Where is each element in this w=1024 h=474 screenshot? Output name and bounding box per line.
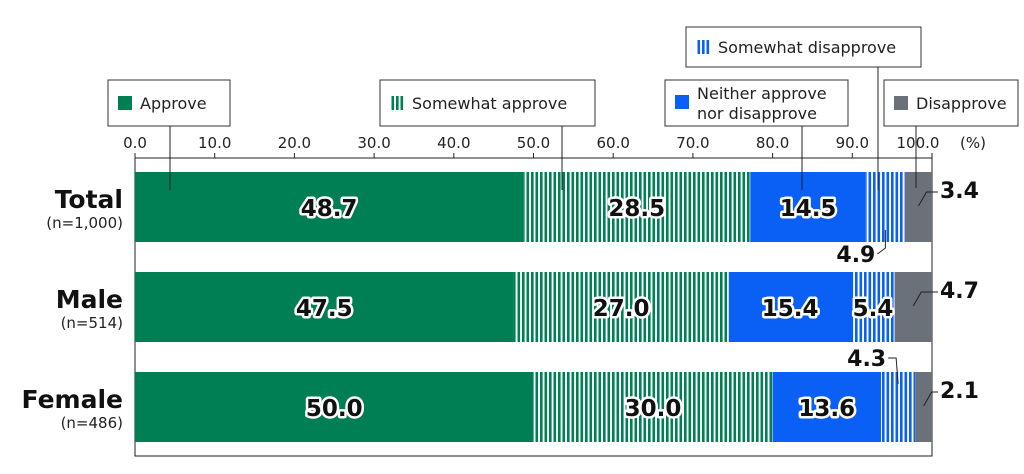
legend-swatch	[118, 96, 132, 110]
category-label: Female	[22, 385, 123, 414]
legend-swatch	[696, 40, 710, 54]
bar-segment	[728, 272, 852, 342]
x-tick-label: 100.0	[897, 134, 940, 152]
data-label: 15.4	[762, 296, 819, 322]
data-label: 28.5	[608, 196, 665, 222]
bar-segment	[750, 172, 866, 242]
x-tick-label: 20.0	[278, 134, 311, 152]
legend-label: Somewhat approve	[412, 94, 567, 113]
legend-label: Somewhat disapprove	[718, 38, 896, 57]
legend-label: Approve	[140, 94, 207, 113]
x-tick-label: 80.0	[756, 134, 789, 152]
data-label: 30.0	[625, 396, 682, 422]
data-label: 2.1	[940, 379, 979, 404]
x-tick-label: 10.0	[198, 134, 231, 152]
legend-swatch	[390, 96, 404, 110]
data-label: 50.0	[306, 396, 363, 422]
bar-segment	[135, 372, 534, 442]
data-label: 14.5	[780, 196, 837, 222]
category-n-label: (n=514)	[61, 314, 123, 332]
x-tick-label: 0.0	[123, 134, 147, 152]
bar-segment	[915, 372, 932, 442]
leader-line	[923, 391, 938, 407]
legend-label: Neither approve	[697, 84, 827, 103]
legend-box	[664, 79, 849, 127]
data-label: 47.5	[296, 296, 353, 322]
bar-segment	[772, 372, 881, 442]
x-tick-label: 30.0	[357, 134, 390, 152]
data-label: 4.3	[847, 347, 886, 372]
data-label: 3.4	[940, 179, 979, 204]
category-label: Total	[55, 185, 123, 214]
bar-segment	[513, 272, 729, 342]
leader-line	[877, 230, 886, 255]
x-tick-label: 40.0	[437, 134, 470, 152]
bar-segment	[851, 272, 895, 342]
x-tick-label: 50.0	[517, 134, 550, 152]
legend-box	[379, 79, 596, 127]
data-label: 27.0	[593, 296, 650, 322]
x-tick-label: 60.0	[596, 134, 629, 152]
data-label: 48.7	[301, 196, 358, 222]
category-n-label: (n=1,000)	[46, 214, 123, 232]
x-tick-label: 90.0	[836, 134, 869, 152]
bar-segment	[135, 272, 514, 342]
legend-swatch	[894, 96, 908, 110]
data-label: 4.9	[836, 243, 875, 268]
bar-segment	[894, 272, 932, 342]
bar-segment	[904, 172, 932, 242]
legend-label: nor disapprove	[697, 104, 817, 123]
leader-line	[888, 357, 899, 385]
bar-segment	[523, 172, 751, 242]
leader-line	[918, 191, 938, 207]
data-label: 4.7	[940, 279, 979, 304]
data-label: 5.4	[853, 296, 894, 322]
legend-box	[685, 26, 922, 68]
leader-line	[912, 291, 938, 307]
data-label: 13.6	[798, 396, 855, 422]
bar-segment	[533, 372, 773, 442]
bar-segment	[135, 172, 524, 242]
legend-label: Disapprove	[916, 94, 1007, 113]
x-unit-label: (%)	[960, 134, 986, 152]
category-n-label: (n=486)	[61, 414, 123, 432]
category-label: Male	[56, 285, 123, 314]
x-tick-label: 70.0	[676, 134, 709, 152]
legend-swatch	[675, 95, 689, 109]
